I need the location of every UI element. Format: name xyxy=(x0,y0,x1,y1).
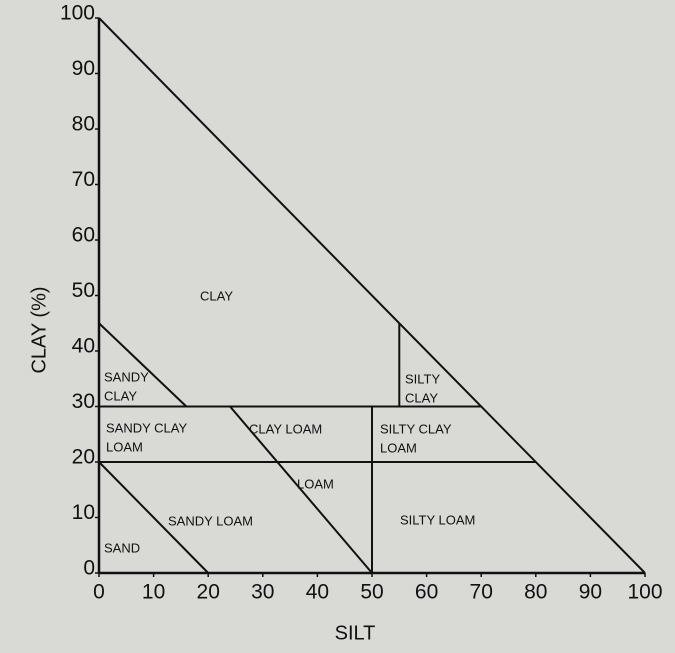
x-tick-label: 60 xyxy=(415,581,438,604)
y-tick-label: 40 xyxy=(72,335,95,358)
y-tick-label: 60 xyxy=(72,224,95,247)
region-label: CLAY xyxy=(200,288,233,303)
y-tick-label: 0 xyxy=(83,557,95,580)
boundary-line xyxy=(98,322,188,408)
x-tick-label: 30 xyxy=(251,581,274,604)
x-tick-label: 80 xyxy=(524,581,547,604)
x-tick-label: 20 xyxy=(197,581,220,604)
region-label: SAND xyxy=(104,540,140,555)
x-tick-label: 90 xyxy=(579,581,602,604)
boundary-line xyxy=(98,17,646,574)
boundary-line xyxy=(98,461,209,574)
y-tick-label: 20 xyxy=(72,446,95,469)
y-axis-title: CLAY (%) xyxy=(28,286,50,373)
x-tick-label: 70 xyxy=(470,581,493,604)
region-label: LOAM xyxy=(297,476,334,491)
y-tick-label: 30 xyxy=(72,390,95,413)
y-tick-label: 10 xyxy=(72,501,95,524)
region-label: SANDY xyxy=(104,369,149,384)
region-label: SILTY CLAY xyxy=(380,421,452,436)
y-tick-label: 80 xyxy=(72,113,95,136)
y-tick-label: 50 xyxy=(72,279,95,302)
x-tick-label: 10 xyxy=(142,581,165,604)
x-tick-label: 40 xyxy=(306,581,329,604)
x-tick-label: 0 xyxy=(93,581,105,604)
region-label: CLAY xyxy=(104,388,137,403)
region-label: SILTY LOAM xyxy=(400,512,475,527)
x-tick-label: 50 xyxy=(360,581,383,604)
boundary-line xyxy=(229,405,373,574)
x-tick-label: 100 xyxy=(627,581,662,604)
region-label: LOAM xyxy=(380,440,417,455)
region-label: SANDY CLAY xyxy=(106,420,187,435)
region-label: CLAY LOAM xyxy=(249,421,322,436)
x-axis-title: SILT xyxy=(335,622,376,644)
region-label: SANDY LOAM xyxy=(168,513,253,528)
y-tick-label: 90 xyxy=(72,57,95,80)
y-tick-label: 70 xyxy=(72,168,95,191)
region-label: CLAY xyxy=(405,390,438,405)
y-tick-label: 100 xyxy=(60,2,95,25)
region-label: SILTY xyxy=(405,371,440,386)
region-label: LOAM xyxy=(106,439,143,454)
